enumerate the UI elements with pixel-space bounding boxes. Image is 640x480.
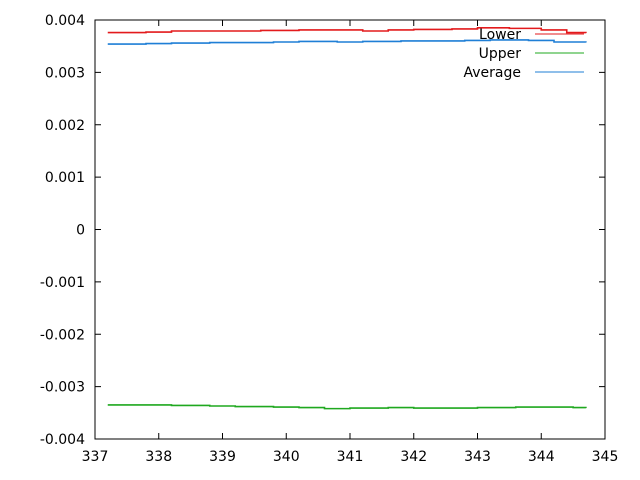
- y-tick-label: -0.002: [40, 327, 85, 343]
- y-tick-label: -0.003: [40, 380, 85, 396]
- y-tick-label: 0.003: [45, 65, 85, 81]
- legend: Lower Upper Average: [464, 27, 584, 81]
- y-tick-label: -0.001: [40, 275, 85, 291]
- x-tick-label: 343: [464, 449, 491, 465]
- y-tick-label: 0.002: [45, 118, 85, 134]
- x-axis-tick-labels: 337 338 339 340 341 342 343 344 345: [82, 449, 619, 465]
- x-tick-label: 344: [528, 449, 555, 465]
- y-axis-tick-labels: -0.004 -0.003 -0.002 -0.001 0 0.001 0.002 0.003…: [40, 13, 85, 448]
- y-tick-label: 0: [76, 223, 85, 239]
- legend-label-upper: Upper: [479, 46, 522, 62]
- axis-ticks: [94, 19, 606, 440]
- x-tick-label: 341: [337, 449, 364, 465]
- legend-label-average: Average: [464, 65, 522, 81]
- legend-label-lower: Lower: [479, 27, 521, 43]
- x-tick-label: 340: [273, 449, 300, 465]
- series-lines: [107, 27, 587, 410]
- series-line-lower: [107, 27, 587, 34]
- y-tick-label: -0.004: [40, 432, 85, 448]
- x-tick-label: 342: [400, 449, 427, 465]
- x-tick-label: 337: [82, 449, 109, 465]
- plot-frame: [94, 19, 606, 440]
- x-tick-label: 338: [145, 449, 172, 465]
- y-tick-label: 0.004: [45, 13, 85, 29]
- x-tick-label: 345: [592, 449, 619, 465]
- x-tick-label: 339: [209, 449, 236, 465]
- y-tick-label: 0.001: [45, 170, 85, 186]
- series-line-upper: [107, 404, 587, 410]
- series-line-average: [107, 39, 587, 45]
